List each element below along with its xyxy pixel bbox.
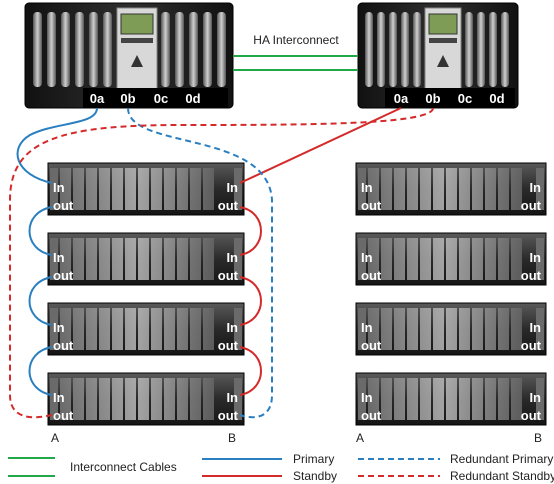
shelf-stack-left: In out In out In out In out In out In ou… — [47, 162, 245, 426]
shelf-right-3-port-in-a[interactable]: In — [361, 320, 373, 335]
shelf-right-1-port-out-b[interactable]: out — [521, 198, 542, 213]
legend-redundant-standby-label: Redundant Standby — [450, 469, 554, 483]
legend-interconnect-label: Interconnect Cables — [70, 460, 177, 474]
shelf-right-4-port-in-a[interactable]: In — [361, 390, 373, 405]
shelf-left-2-port-out-a[interactable]: out — [53, 268, 74, 283]
shelf-right-2: In out In out — [355, 232, 547, 286]
ha-interconnect-label: HA Interconnect — [253, 33, 339, 47]
stack-right-label-a: A — [356, 431, 364, 445]
shelf-left-3-port-out-b[interactable]: out — [218, 338, 239, 353]
shelf-right-4-port-out-a[interactable]: out — [361, 408, 382, 423]
shelf-left-4: In out In out — [47, 372, 245, 426]
shelf-right-2-port-out-b[interactable]: out — [521, 268, 542, 283]
cable-primary-shelf2-to-shelf3[interactable] — [28, 276, 53, 326]
cable-standby-shelf2-to-shelf3[interactable] — [239, 276, 262, 326]
shelf-right-4-port-in-b[interactable]: In — [529, 390, 541, 405]
controller-2-lcd — [428, 13, 458, 35]
controller-1-port-0a[interactable]: 0a — [90, 91, 105, 106]
shelf-left-3-port-in-b[interactable]: In — [226, 320, 238, 335]
shelf-right-2-port-in-b[interactable]: In — [529, 250, 541, 265]
legend-redundant-standby: Redundant Standby — [358, 469, 554, 483]
shelf-left-1: In out In out — [47, 162, 245, 216]
cable-standby-shelf1-to-shelf2[interactable] — [239, 206, 262, 256]
stack-right-label-b: B — [534, 431, 542, 445]
stack-left-label-a: A — [51, 431, 59, 445]
stack-left-label-b: B — [228, 431, 236, 445]
cable-redundant-primary[interactable] — [127, 107, 273, 419]
controller-2-port-0c[interactable]: 0c — [458, 91, 472, 106]
shelf-right-1-port-in-a[interactable]: In — [361, 180, 373, 195]
cable-primary-shelf3-to-shelf4[interactable] — [28, 346, 53, 396]
shelf-right-1-port-in-b[interactable]: In — [529, 180, 541, 195]
controller-2-port-0b[interactable]: 0b — [425, 91, 440, 106]
controller-2-port-0a[interactable]: 0a — [394, 91, 409, 106]
shelf-left-2-port-in-a[interactable]: In — [53, 250, 65, 265]
shelf-left-4-port-out-b[interactable]: out — [218, 408, 239, 423]
shelf-right-3-port-in-b[interactable]: In — [529, 320, 541, 335]
controller-1-logo-icon — [131, 55, 143, 67]
controller-2-logo-icon — [437, 55, 449, 67]
shelf-left-3-port-in-a[interactable]: In — [53, 320, 65, 335]
cable-primary-controller-to-shelf[interactable] — [16, 107, 98, 184]
shelf-left-2: In out In out — [47, 232, 245, 286]
shelf-stack-right: In out In out In out In out In out In ou… — [355, 162, 547, 426]
shelf-right-2-port-in-a[interactable]: In — [361, 250, 373, 265]
controller-2-port-0d[interactable]: 0d — [489, 91, 504, 106]
legend-primary-label: Primary — [293, 452, 334, 466]
shelf-left-3: In out In out — [47, 302, 245, 356]
shelf-right-4-port-out-b[interactable]: out — [521, 408, 542, 423]
cables — [9, 107, 434, 419]
controller-2: 0a 0b 0c 0d — [357, 2, 519, 109]
shelf-left-4-port-in-b[interactable]: In — [226, 390, 238, 405]
shelf-left-4-port-in-a[interactable]: In — [53, 390, 65, 405]
controller-2-vents — [365, 12, 509, 87]
shelf-left-1-port-in-a[interactable]: In — [53, 180, 65, 195]
cable-primary-shelf1-to-shelf2[interactable] — [28, 206, 53, 256]
shelf-left-1-port-out-b[interactable]: out — [218, 198, 239, 213]
cable-standby-shelf3-to-shelf4[interactable] — [239, 346, 262, 396]
controller-1-port-0c[interactable]: 0c — [154, 91, 168, 106]
legend-primary: Primary — [202, 452, 334, 466]
shelf-right-1: In out In out — [355, 162, 547, 216]
shelf-right-3-port-out-b[interactable]: out — [521, 338, 542, 353]
controller-1: 0a 0b 0c 0d — [24, 2, 234, 109]
shelf-right-3-port-out-a[interactable]: out — [361, 338, 382, 353]
legend-interconnect: Interconnect Cables — [8, 457, 177, 477]
shelf-left-2-port-in-b[interactable]: In — [226, 250, 238, 265]
legend-standby-label: Standby — [293, 469, 337, 483]
legend-redundant-primary: Redundant Primary — [358, 452, 553, 466]
controller-2-port-bar — [385, 88, 515, 108]
controller-1-vents — [33, 12, 226, 87]
shelf-left-1-port-out-a[interactable]: out — [53, 198, 74, 213]
shelf-right-3: In out In out — [355, 302, 547, 356]
controller-1-lcd — [120, 13, 154, 35]
shelf-right-4: In out In out — [355, 372, 547, 426]
shelf-right-1-port-out-a[interactable]: out — [361, 198, 382, 213]
legend-standby: Standby — [202, 469, 337, 483]
cable-standby-controller-to-shelf[interactable] — [239, 107, 402, 184]
controller-1-port-0b[interactable]: 0b — [120, 91, 135, 106]
legend: Interconnect Cables Primary Standby Redu… — [8, 452, 554, 483]
ha-interconnect: HA Interconnect — [233, 33, 358, 71]
shelf-left-2-port-out-b[interactable]: out — [218, 268, 239, 283]
controller-1-port-0d[interactable]: 0d — [185, 91, 200, 106]
shelf-left-1-port-in-b[interactable]: In — [226, 180, 238, 195]
shelf-left-4-port-out-a[interactable]: out — [53, 408, 74, 423]
shelf-left-3-port-out-a[interactable]: out — [53, 338, 74, 353]
cable-redundant-standby[interactable] — [9, 107, 434, 419]
shelf-right-2-port-out-a[interactable]: out — [361, 268, 382, 283]
legend-redundant-primary-label: Redundant Primary — [450, 452, 553, 466]
controller-1-port-bar — [83, 88, 228, 108]
